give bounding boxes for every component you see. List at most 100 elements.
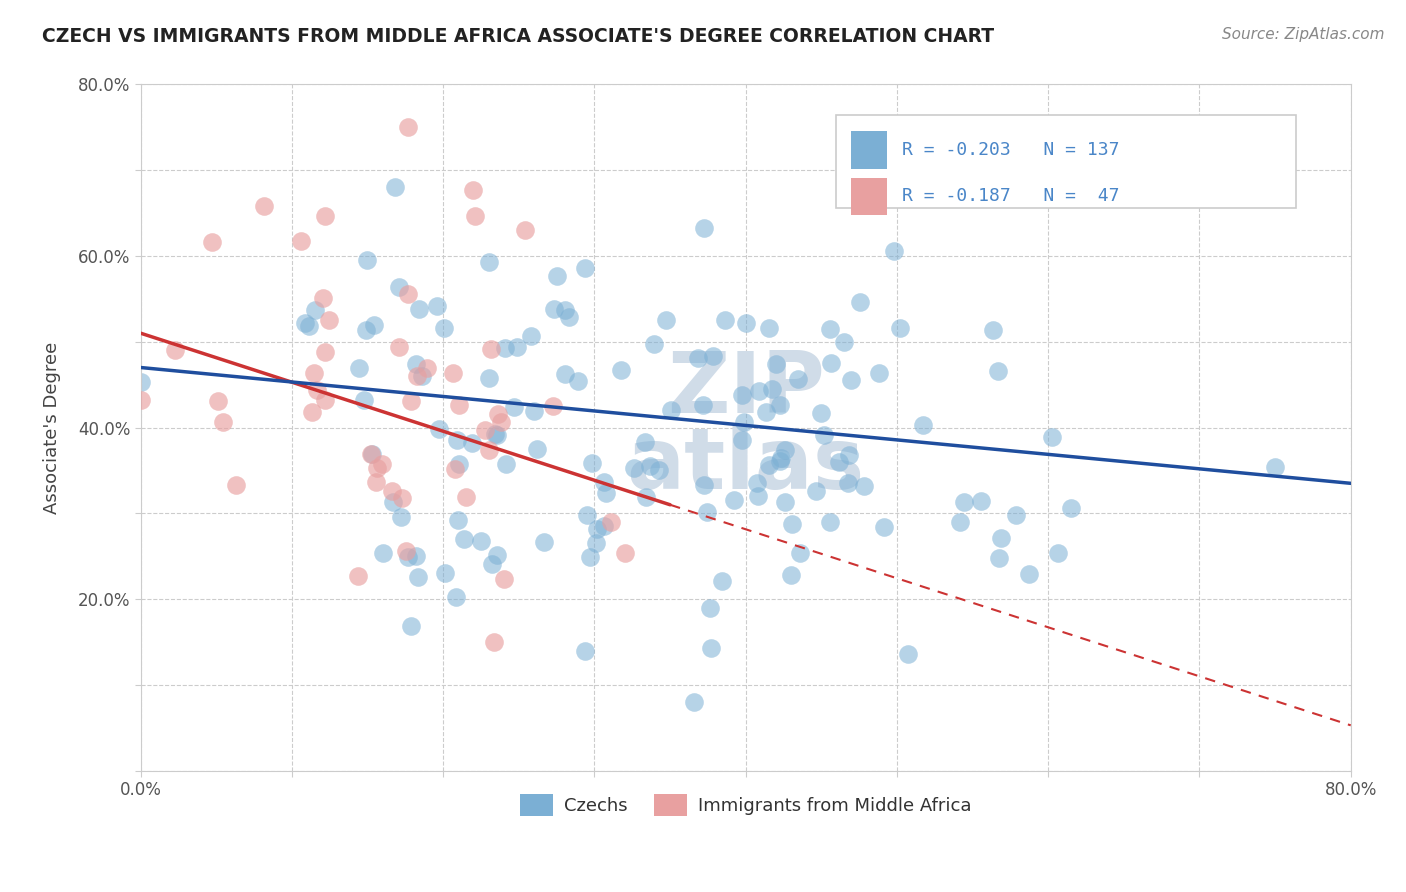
Point xyxy=(449,457,471,471)
Point xyxy=(384,180,406,194)
Point xyxy=(523,404,546,418)
Point xyxy=(574,261,596,276)
Point xyxy=(699,600,721,615)
Point xyxy=(165,343,187,357)
Point xyxy=(347,361,370,376)
Point xyxy=(1018,567,1040,582)
Point xyxy=(710,574,733,588)
Point xyxy=(479,342,502,356)
Point xyxy=(546,269,568,284)
Point xyxy=(731,433,754,447)
Text: CZECH VS IMMIGRANTS FROM MIDDLE AFRICA ASSOCIATE'S DEGREE CORRELATION CHART: CZECH VS IMMIGRANTS FROM MIDDLE AFRICA A… xyxy=(42,27,994,45)
Point xyxy=(388,280,411,294)
Point xyxy=(314,209,336,223)
Point xyxy=(820,355,842,369)
Point xyxy=(129,393,152,408)
Point xyxy=(733,415,755,429)
Point xyxy=(581,456,603,470)
Point xyxy=(494,341,516,355)
Point xyxy=(461,436,484,450)
Point xyxy=(347,568,370,582)
Point xyxy=(353,393,375,408)
Point xyxy=(682,695,704,709)
Point xyxy=(868,366,890,380)
Point xyxy=(447,398,470,412)
Point xyxy=(371,458,394,472)
Point xyxy=(838,448,860,462)
Point xyxy=(526,442,548,457)
Point xyxy=(765,358,787,372)
Point xyxy=(396,120,419,135)
Point xyxy=(380,484,402,499)
Point xyxy=(755,405,778,419)
Text: ZIP
atlas: ZIP atlas xyxy=(627,348,865,508)
Point xyxy=(987,551,1010,566)
Point xyxy=(747,489,769,503)
Point xyxy=(600,516,623,530)
Point xyxy=(758,320,780,334)
Point xyxy=(585,536,607,550)
Point xyxy=(558,310,581,325)
Point xyxy=(782,516,804,531)
Point xyxy=(813,427,835,442)
Point xyxy=(700,641,723,656)
Point xyxy=(873,520,896,534)
Point xyxy=(366,461,388,475)
Point xyxy=(207,394,229,409)
Point xyxy=(623,461,645,475)
Point xyxy=(486,408,509,422)
Point xyxy=(702,349,724,363)
Point xyxy=(747,475,769,490)
Point xyxy=(489,415,512,429)
Point xyxy=(290,234,312,248)
Point xyxy=(748,384,770,399)
Point xyxy=(659,403,682,417)
Point xyxy=(453,532,475,546)
Point xyxy=(578,549,600,564)
Point xyxy=(360,447,382,461)
Point xyxy=(723,493,745,508)
Point xyxy=(634,435,657,450)
Point xyxy=(848,295,870,310)
Point xyxy=(773,495,796,509)
Point xyxy=(389,510,412,524)
Point xyxy=(225,478,247,492)
Point xyxy=(484,635,506,649)
Point xyxy=(318,312,340,326)
Point xyxy=(444,462,467,476)
Point xyxy=(643,336,665,351)
Y-axis label: Associate's Degree: Associate's Degree xyxy=(44,342,60,514)
Point xyxy=(837,475,859,490)
Point xyxy=(953,494,976,508)
Point xyxy=(1046,546,1069,560)
Point xyxy=(789,546,811,560)
Point xyxy=(761,382,783,396)
Point xyxy=(201,235,224,249)
Point xyxy=(399,394,422,409)
Point xyxy=(1040,430,1063,444)
Point xyxy=(768,453,790,467)
Point xyxy=(636,490,658,504)
Point xyxy=(405,357,427,371)
Point xyxy=(970,494,993,508)
Point xyxy=(1004,508,1026,522)
Point xyxy=(1264,460,1286,475)
Point xyxy=(395,544,418,558)
Point xyxy=(834,334,856,349)
Point xyxy=(495,457,517,471)
Point xyxy=(484,427,506,442)
Point xyxy=(1060,500,1083,515)
Point xyxy=(503,400,526,414)
Point xyxy=(592,519,614,533)
Point xyxy=(990,531,1012,545)
Point xyxy=(775,442,797,457)
Point xyxy=(312,291,335,305)
Point xyxy=(446,513,468,527)
Point xyxy=(406,368,429,383)
Point xyxy=(433,566,456,581)
Point xyxy=(302,366,325,380)
Point xyxy=(987,364,1010,378)
Point xyxy=(481,558,503,572)
Point xyxy=(692,399,714,413)
Point xyxy=(779,568,801,582)
